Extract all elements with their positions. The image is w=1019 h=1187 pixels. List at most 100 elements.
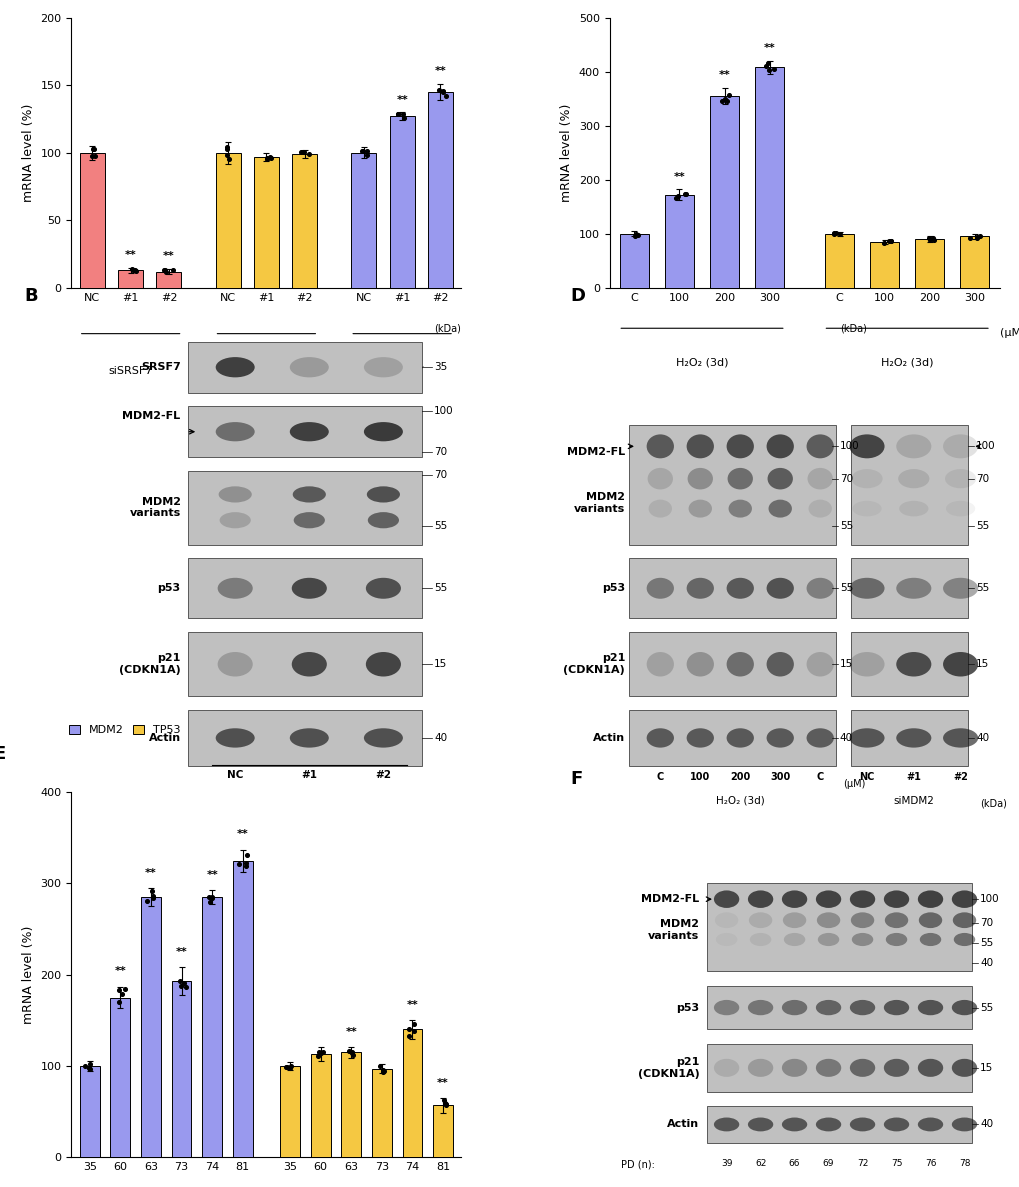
Ellipse shape <box>289 423 328 442</box>
Text: MDM2-FL: MDM2-FL <box>641 894 699 904</box>
Point <box>263 148 279 167</box>
Bar <box>851 710 967 766</box>
Text: 40: 40 <box>979 1119 993 1130</box>
Point <box>140 891 156 910</box>
Point <box>961 228 977 247</box>
Ellipse shape <box>919 933 941 946</box>
Point <box>395 108 412 127</box>
Bar <box>141 897 161 1157</box>
Point <box>436 1093 452 1112</box>
Ellipse shape <box>783 933 805 946</box>
Point <box>400 1027 417 1046</box>
Point <box>301 144 317 163</box>
Bar <box>706 1045 971 1092</box>
Ellipse shape <box>883 913 907 928</box>
Ellipse shape <box>647 468 673 489</box>
Ellipse shape <box>918 913 942 928</box>
Ellipse shape <box>815 1059 841 1077</box>
Point <box>825 224 842 243</box>
Bar <box>620 234 648 287</box>
Point <box>277 1058 293 1077</box>
Bar <box>664 195 694 287</box>
Text: #1: #1 <box>906 773 920 782</box>
Ellipse shape <box>686 434 713 458</box>
Ellipse shape <box>726 729 753 748</box>
Bar <box>629 425 835 545</box>
Ellipse shape <box>686 729 713 748</box>
Text: (kDa): (kDa) <box>979 798 1006 808</box>
Point <box>172 972 189 991</box>
Text: NC: NC <box>858 773 874 782</box>
Bar <box>706 883 971 971</box>
Ellipse shape <box>917 1059 943 1077</box>
Point <box>713 91 730 110</box>
Bar <box>706 1106 971 1143</box>
Ellipse shape <box>952 913 975 928</box>
Text: **: ** <box>437 1078 448 1087</box>
Text: siSRSF7: siSRSF7 <box>108 366 153 376</box>
Point <box>406 1014 422 1033</box>
Point <box>827 223 844 242</box>
Point <box>259 150 275 169</box>
Text: MDM2-FL: MDM2-FL <box>122 411 180 420</box>
Ellipse shape <box>815 890 841 908</box>
Point <box>310 1047 326 1066</box>
Text: 40: 40 <box>839 732 852 743</box>
Ellipse shape <box>851 933 872 946</box>
Text: D: D <box>570 287 585 305</box>
Text: 39: 39 <box>720 1160 732 1168</box>
Ellipse shape <box>943 652 977 677</box>
Ellipse shape <box>648 500 672 518</box>
Text: 55: 55 <box>975 521 988 531</box>
Point <box>219 139 235 158</box>
Text: Actin: Actin <box>666 1119 699 1130</box>
Point <box>400 1020 417 1039</box>
Point <box>237 853 254 872</box>
Point <box>437 1094 453 1113</box>
Ellipse shape <box>816 913 840 928</box>
Point <box>882 231 899 250</box>
Ellipse shape <box>849 652 883 677</box>
Text: 100: 100 <box>975 442 995 451</box>
Bar <box>709 96 739 287</box>
Point <box>144 882 160 901</box>
Text: H₂O₂ (3d): H₂O₂ (3d) <box>715 795 764 806</box>
Text: #2: #2 <box>375 770 391 780</box>
Point <box>281 1059 298 1078</box>
Text: (kDa): (kDa) <box>839 323 866 334</box>
Text: 100: 100 <box>979 894 999 904</box>
Point <box>716 90 733 109</box>
Point <box>355 142 371 161</box>
Point <box>261 148 277 167</box>
Text: **: ** <box>175 947 187 957</box>
Text: **: ** <box>718 70 730 81</box>
Point <box>628 226 644 245</box>
Ellipse shape <box>896 578 930 598</box>
Ellipse shape <box>782 1059 806 1077</box>
Text: **: ** <box>434 66 445 76</box>
Point <box>110 992 126 1011</box>
Point <box>677 184 693 203</box>
Ellipse shape <box>943 729 977 748</box>
Ellipse shape <box>364 729 403 748</box>
Point <box>86 140 102 159</box>
Bar <box>202 897 222 1157</box>
Point <box>717 91 734 110</box>
Point <box>237 856 254 875</box>
Point <box>968 228 984 247</box>
Ellipse shape <box>917 890 943 908</box>
Text: F: F <box>570 770 582 788</box>
Bar <box>629 631 835 697</box>
Point <box>201 887 217 906</box>
Ellipse shape <box>766 578 793 598</box>
Point <box>313 1043 329 1062</box>
Point <box>294 142 311 161</box>
Bar <box>869 242 899 287</box>
Point <box>434 83 450 102</box>
Ellipse shape <box>714 913 738 928</box>
Bar <box>189 342 422 393</box>
Text: **: ** <box>395 95 408 104</box>
Text: 75: 75 <box>890 1160 902 1168</box>
Ellipse shape <box>806 434 834 458</box>
Ellipse shape <box>808 500 832 518</box>
